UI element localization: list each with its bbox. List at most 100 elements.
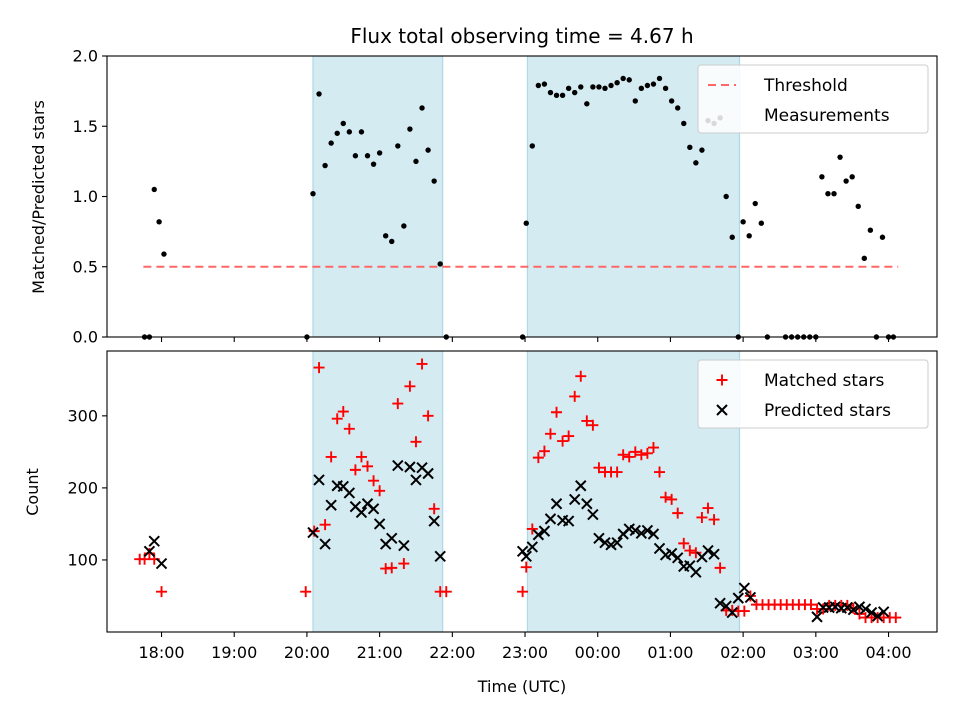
y-tick-label: 200 [67, 478, 98, 497]
measurement-point [352, 153, 359, 159]
panel-2: 100 200 300 18:00 19:00 20:00 21:00 22:00 23:00 0… [67, 350, 938, 662]
measurement-point [407, 126, 413, 132]
predicted-star-point [386, 532, 398, 545]
measurement-point [596, 84, 602, 90]
measurement-point [699, 147, 705, 153]
matched-star-point [702, 502, 714, 514]
measurement-point [401, 223, 407, 229]
predicted-star-point [665, 547, 678, 560]
matched-star-point [660, 491, 672, 503]
measurement-point [364, 153, 371, 159]
y-axis-label-bottom: Count [23, 468, 42, 516]
matched-star-point [890, 612, 902, 624]
predicted-star-point [313, 474, 325, 486]
x-tick-label: 02:00 [720, 643, 766, 662]
matched-star-point [331, 413, 343, 425]
matched-star-point [410, 436, 422, 448]
x-tick-label: 01:00 [647, 643, 693, 662]
matched-star-point [641, 447, 653, 459]
matched-star-point [569, 390, 581, 402]
measurement-point [602, 85, 608, 92]
predicted-star-point [629, 524, 641, 537]
matched-star-point [416, 358, 428, 370]
matched-star-point [629, 446, 641, 458]
predicted-star-point [671, 552, 684, 564]
x-tick-label: 04:00 [865, 643, 911, 662]
matched-star-point [623, 451, 635, 463]
legend-1: Threshold Measurements [697, 64, 929, 134]
measurement-point [559, 92, 566, 99]
predicted-star-point [605, 539, 617, 551]
measurement-point [541, 81, 548, 87]
matched-star-point [672, 507, 684, 519]
measurement-point [523, 220, 529, 226]
measurement-point [849, 174, 855, 180]
matched-star-point [368, 475, 380, 487]
predicted-star-point [526, 541, 539, 553]
matched-star-point [635, 449, 647, 461]
matched-star-point [587, 419, 599, 431]
measurement-point [535, 82, 542, 89]
measurement-point [578, 84, 584, 90]
matched-star-point [343, 423, 355, 435]
legend-box [697, 359, 929, 429]
predicted-star-point [641, 524, 654, 537]
legend-matched-marker [716, 374, 728, 386]
measurement-point [693, 160, 699, 166]
predicted-star-point [148, 535, 160, 547]
measurement-point [620, 75, 626, 82]
matched-star-point [355, 451, 367, 463]
predicted-star-point [343, 487, 356, 499]
measurement-point [861, 255, 867, 262]
predicted-star-point [599, 536, 611, 549]
legend-box [697, 64, 929, 134]
predicted-star-point [690, 566, 702, 578]
predicted-star-point [732, 592, 744, 604]
x-tick-label: 23:00 [502, 643, 548, 662]
measurement-point [382, 233, 389, 239]
measurement-point [419, 105, 425, 111]
predicted-star-point [428, 515, 440, 527]
measurement-point [837, 154, 843, 160]
y-tick-label: 1.0 [73, 187, 98, 206]
predicted-star-point [702, 544, 714, 557]
predicted-star-point [367, 503, 380, 515]
measurement-point [758, 220, 765, 226]
legend-predicted-marker [716, 404, 728, 416]
predicted-star-point [877, 606, 890, 618]
matched-star-point [853, 608, 865, 620]
plot-frame [106, 350, 938, 633]
matched-star-point [805, 599, 817, 611]
measurement-point [668, 98, 675, 104]
predicted-star-point [550, 498, 563, 510]
predicted-star-point [714, 597, 726, 609]
measurement-point [632, 98, 638, 104]
legend-2: Matched stars Predicted stars [697, 359, 929, 429]
measurement-point [584, 101, 590, 107]
predicted-star-point [726, 606, 738, 619]
predicted-star-point [738, 582, 751, 594]
predicted-star-point [143, 545, 156, 558]
predicted-star-point [575, 480, 587, 492]
measurement-point [614, 79, 620, 86]
predicted-star-point [708, 548, 720, 560]
measurement-point [644, 82, 651, 89]
matched-star-point [678, 537, 690, 549]
matched-star-point [738, 605, 750, 617]
matched-star-point [551, 406, 563, 418]
measurement-point [322, 162, 328, 169]
matched-star-point [708, 514, 720, 526]
matched-star-point [544, 428, 556, 440]
matched-star-point [696, 511, 708, 523]
predicted-star-point [569, 493, 581, 506]
predicted-star-point [847, 603, 860, 616]
matched-star-point [581, 415, 593, 427]
predicted-star-point [307, 526, 319, 539]
measurement-point [346, 129, 353, 135]
measurement-point [650, 81, 657, 87]
x-tick-label: 03:00 [793, 643, 839, 662]
panel-1: 0.0 0.5 1.0 1.5 2.0 Threshold Measurements [73, 47, 938, 347]
predicted-star-point [325, 499, 337, 511]
